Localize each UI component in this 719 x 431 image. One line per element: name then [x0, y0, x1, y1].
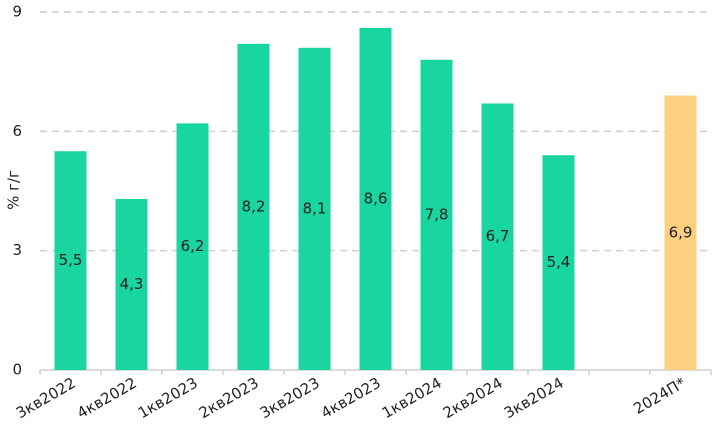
value-label: 6,7: [486, 227, 510, 245]
x-tick-label: 3кв2023: [257, 374, 323, 422]
x-tick-label: 1кв2023: [135, 374, 201, 422]
bar: [298, 47, 331, 371]
x-tick-label: 1кв2024: [379, 374, 445, 422]
x-tick-label: 2кв2024: [440, 374, 506, 422]
y-axis-label: % г/г: [5, 170, 23, 210]
bar: [420, 59, 453, 370]
x-tick-label: 3кв2022: [13, 374, 79, 422]
value-label: 8,6: [364, 189, 388, 207]
bar: [115, 198, 148, 370]
bar: [54, 151, 87, 370]
x-tick-label: 4кв2023: [318, 374, 384, 422]
x-tick-label: 2024П*: [630, 374, 689, 418]
value-label: 7,8: [425, 205, 449, 223]
value-label: 8,2: [242, 197, 266, 215]
value-label: 5,4: [547, 253, 571, 271]
bar: [481, 103, 514, 370]
y-tick-label: 0: [12, 361, 22, 379]
x-tick-label: 4кв2022: [74, 374, 140, 422]
y-tick-label: 6: [12, 122, 22, 140]
x-tick-label: 3кв2024: [501, 374, 567, 422]
y-tick-label: 9: [12, 3, 22, 21]
value-label: 8,1: [303, 199, 327, 217]
value-label: 6,2: [181, 237, 205, 255]
x-tick-label: 2кв2023: [196, 374, 262, 422]
bar: [176, 123, 209, 370]
value-label: 5,5: [59, 251, 83, 269]
bar: [664, 95, 697, 371]
value-label: 6,9: [669, 223, 693, 241]
bar: [237, 43, 270, 370]
value-label: 4,3: [120, 275, 144, 293]
y-tick-label: 3: [12, 241, 22, 259]
bar: [359, 27, 392, 371]
bar: [542, 155, 575, 370]
